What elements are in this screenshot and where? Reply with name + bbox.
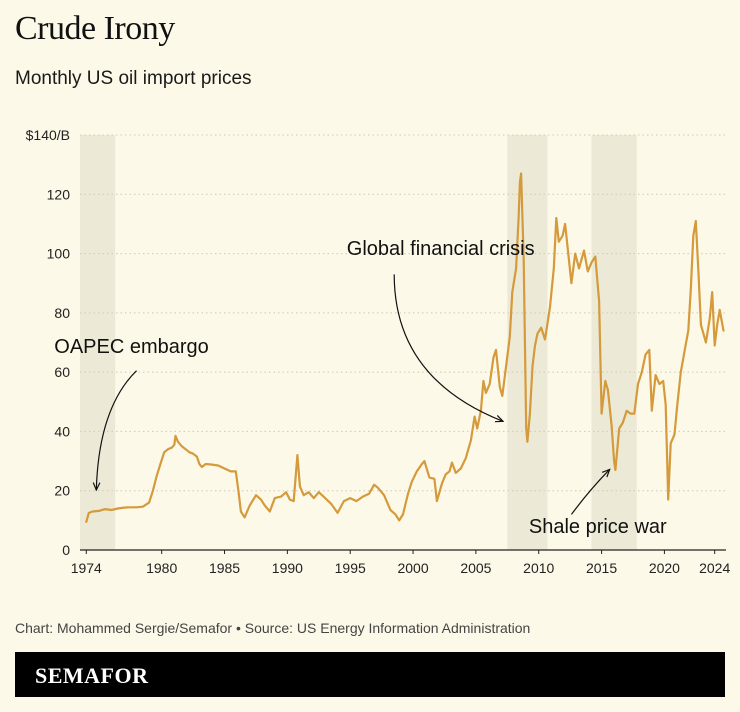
x-tick-label: 2000	[397, 560, 428, 576]
x-tick-label: 2024	[699, 560, 730, 576]
annotations: OAPEC embargo Global financial crisis Shal…	[54, 238, 667, 538]
x-tick-label: 2005	[460, 560, 491, 576]
chart-title: Crude Irony	[15, 10, 175, 47]
shaded-band	[507, 135, 548, 550]
x-tick-label: 1985	[209, 560, 240, 576]
y-tick-label: 0	[62, 542, 70, 558]
x-tick-label: 1974	[71, 560, 102, 576]
y-tick-label: 80	[54, 305, 70, 321]
annotation-label: OAPEC embargo	[54, 336, 209, 358]
gridlines	[80, 134, 726, 551]
y-tick-label: $140/B	[26, 127, 70, 143]
annotation-arrow	[393, 274, 502, 421]
shaded-periods	[80, 135, 637, 550]
y-tick-label: 120	[47, 186, 71, 202]
y-tick-label: 40	[54, 423, 70, 439]
shaded-band	[80, 135, 116, 550]
annotation-label: Shale price war	[529, 516, 667, 538]
series-line	[85, 172, 725, 523]
footer-bar: SEMAFOR	[15, 652, 725, 697]
x-tick-label: 1990	[272, 560, 303, 576]
shaded-band	[591, 135, 637, 550]
chart-subtitle: Monthly US oil import prices	[15, 68, 252, 89]
y-tick-label: 100	[47, 246, 71, 262]
x-tick-label: 2020	[649, 560, 680, 576]
x-tick-label: 1980	[146, 560, 177, 576]
y-axis-ticks: 0 20 40 60 80 100 120 $140/B	[26, 127, 71, 558]
annotation-label: Global financial crisis	[347, 238, 535, 260]
semafor-logo: SEMAFOR	[35, 663, 149, 688]
annotation-arrow	[570, 470, 609, 515]
x-tick-label: 2010	[523, 560, 554, 576]
annotation-arrow	[96, 370, 137, 490]
y-tick-label: 20	[54, 483, 70, 499]
y-tick-label: 60	[54, 364, 70, 380]
x-axis-ticks: 1974 1980 1985 1990 1995 2000 2005 2010 2015 2020…	[71, 550, 730, 576]
source-note: Chart: Mohammed Sergie/Semafor • Source:…	[15, 620, 531, 636]
x-tick-label: 2015	[586, 560, 617, 576]
x-tick-label: 1995	[335, 560, 366, 576]
